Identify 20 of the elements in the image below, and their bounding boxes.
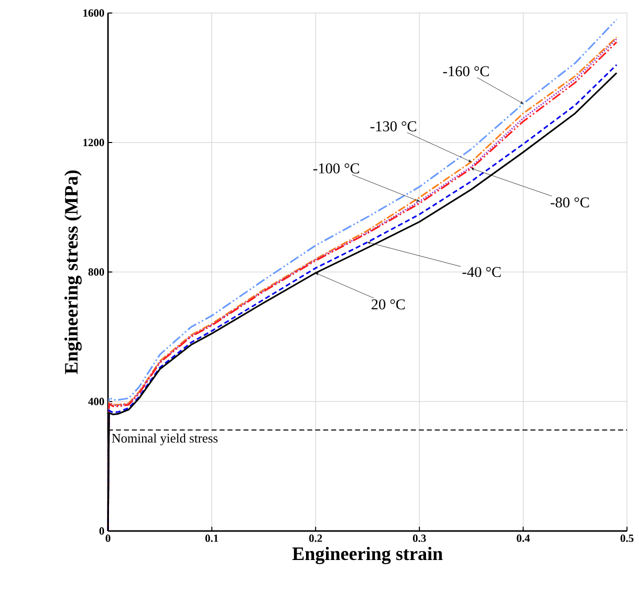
y-tick-label: 400 bbox=[88, 398, 104, 406]
text: -100 °C bbox=[313, 163, 360, 174]
text: -160 °C bbox=[443, 66, 489, 76]
x-tick-label: 0.4 bbox=[516, 534, 530, 542]
text: -40 °C bbox=[462, 266, 501, 278]
x-axis-title: Engineering strain bbox=[292, 546, 443, 564]
x-tick-label: 0.5 bbox=[620, 534, 634, 542]
y-tick-label: 1200 bbox=[83, 138, 104, 146]
y-axis-title: Engineering stress (MPa) bbox=[64, 170, 82, 374]
text: -80 °C bbox=[550, 197, 589, 208]
y-tick-label: 1600 bbox=[83, 9, 104, 17]
ref-line-label: Nominal yield stress bbox=[112, 434, 218, 446]
text: -130 °C bbox=[370, 121, 416, 132]
text: 20 °C bbox=[372, 299, 405, 310]
x-tick-label: 0.3 bbox=[412, 534, 426, 542]
x-tick-label: 0.2 bbox=[309, 534, 322, 542]
y-tick-label: 0 bbox=[99, 527, 104, 535]
x-tick-label: 0.1 bbox=[205, 534, 218, 542]
y-tick-label: 800 bbox=[88, 268, 104, 276]
x-tick-label: 0 bbox=[106, 534, 110, 542]
